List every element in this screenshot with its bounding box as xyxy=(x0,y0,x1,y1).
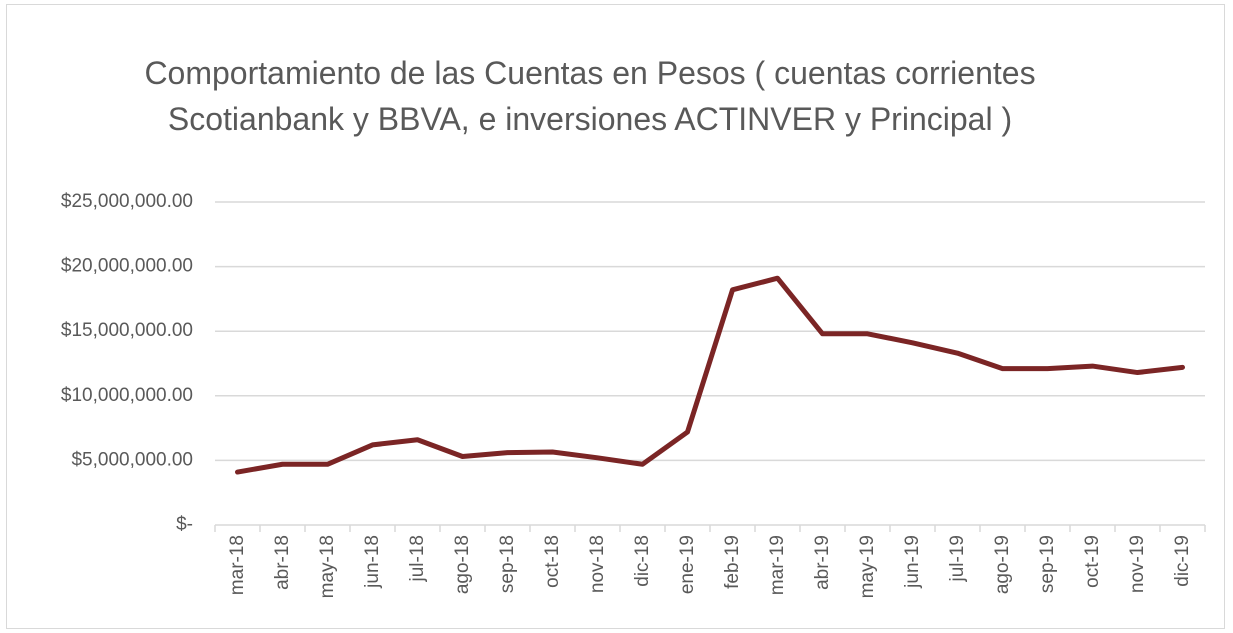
x-tick-label: mar-18 xyxy=(227,535,248,595)
x-tick-label: abr-19 xyxy=(812,535,833,590)
x-tick-label: oct-19 xyxy=(1082,535,1103,588)
chart-frame xyxy=(6,4,1225,629)
x-tick-label: feb-19 xyxy=(722,535,743,589)
series-line xyxy=(235,275,1185,475)
x-tick-label: may-18 xyxy=(317,535,338,598)
x-tick-label: jun-18 xyxy=(362,535,383,589)
x-tick-label: ago-18 xyxy=(452,535,473,594)
x-tick-label: ago-19 xyxy=(992,535,1013,594)
x-tick-label: mar-19 xyxy=(767,535,788,595)
y-tick-label: $5,000,000.00 xyxy=(71,449,193,470)
y-tick-label: $20,000,000.00 xyxy=(61,256,193,277)
x-tick-label: sep-19 xyxy=(1037,535,1058,593)
x-tick-label: nov-19 xyxy=(1127,535,1148,593)
y-tick-label: $10,000,000.00 xyxy=(61,385,193,406)
x-tick-label: dic-18 xyxy=(632,535,653,587)
x-tick-label: jul-18 xyxy=(407,535,428,582)
x-tick-label: nov-18 xyxy=(587,535,608,593)
x-tick-label: sep-18 xyxy=(497,535,518,593)
x-tick-label: dic-19 xyxy=(1172,535,1193,587)
x-tick-label: oct-18 xyxy=(542,535,563,588)
x-tick-label: abr-18 xyxy=(272,535,293,590)
x-tick-label: jul-19 xyxy=(947,535,968,582)
x-tick-label: jun-19 xyxy=(902,535,923,589)
y-tick-label: $25,000,000.00 xyxy=(61,191,193,212)
chart-title: Comportamiento de las Cuentas en Pesos (… xyxy=(144,55,1036,137)
x-tick-label: may-19 xyxy=(857,535,878,598)
y-tick-label: $- xyxy=(176,514,193,535)
y-tick-label: $15,000,000.00 xyxy=(61,320,193,341)
x-tick-label: ene-19 xyxy=(677,535,698,594)
